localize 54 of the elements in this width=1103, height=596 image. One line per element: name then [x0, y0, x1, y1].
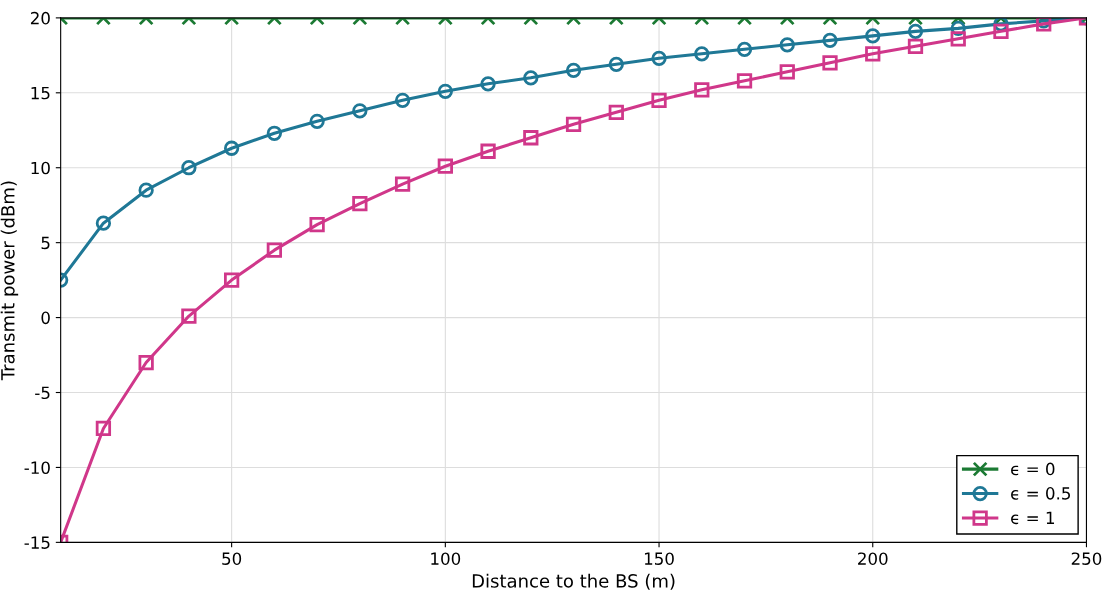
y-tick-label: -5	[35, 386, 50, 400]
legend-label: ϵ = 0	[1011, 462, 1055, 476]
point	[694, 46, 710, 62]
point	[950, 31, 966, 47]
point	[394, 176, 411, 192]
point	[437, 83, 453, 99]
point	[993, 23, 1009, 40]
point	[309, 113, 325, 129]
point	[865, 46, 881, 62]
point	[907, 23, 924, 40]
point	[352, 196, 368, 212]
point	[181, 308, 197, 324]
y-tick-label: 20	[30, 11, 50, 25]
point	[523, 70, 539, 86]
point	[736, 73, 753, 89]
y-tick-label: -15	[24, 536, 50, 549]
point	[608, 56, 624, 72]
point	[565, 62, 582, 78]
point	[352, 103, 368, 119]
point	[694, 82, 710, 98]
point	[394, 92, 411, 108]
legend-label: ϵ = 0.5	[1011, 487, 1070, 500]
x-tick-label: 50	[222, 552, 242, 565]
point	[565, 116, 582, 132]
point	[651, 92, 667, 108]
point	[779, 64, 795, 80]
point	[181, 160, 197, 176]
point	[138, 182, 154, 198]
point	[266, 242, 283, 258]
point	[779, 37, 795, 53]
point	[480, 76, 496, 92]
point	[223, 140, 240, 156]
point	[865, 28, 881, 44]
x-tick-label: 200	[858, 552, 888, 565]
legend-label: ϵ = 1	[1011, 511, 1055, 525]
x-axis-title: Distance to the BS (m)	[472, 573, 675, 590]
y-tick-label: 10	[31, 161, 50, 175]
x-tick-label: 100	[431, 552, 461, 565]
point	[223, 272, 240, 288]
x-tick-label: 150	[644, 552, 674, 565]
y-tick-label: -10	[24, 461, 50, 474]
point	[266, 125, 283, 141]
x-tick-label: 250	[1071, 552, 1102, 565]
point	[822, 55, 838, 71]
point	[95, 215, 112, 231]
y-tick-label: 15	[31, 86, 50, 100]
point	[480, 143, 496, 159]
y-tick-label: 5	[41, 236, 50, 250]
point	[309, 217, 325, 233]
point	[437, 158, 453, 174]
y-axis-title: Transmit power (dBm)	[0, 181, 19, 381]
y-tick-label: 0	[41, 311, 50, 325]
point	[523, 130, 539, 146]
point	[608, 104, 624, 120]
